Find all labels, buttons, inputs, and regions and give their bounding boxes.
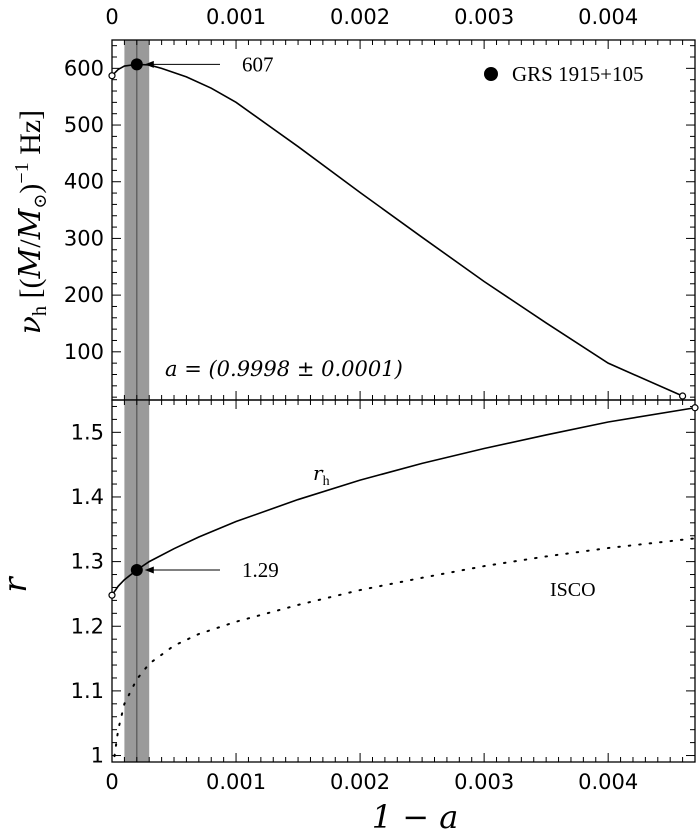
bottom-panel: 1 1.1 1.2 1.3 1.4 1.5 0 0.001 0.002 0.003 0.004 1.2…: [71, 399, 699, 794]
top-y-tick-label: 400: [64, 170, 104, 194]
bottom-y-tick-label: 1.5: [71, 420, 104, 444]
top-plot-frame: [111, 39, 696, 401]
top-highlight-point: [130, 58, 143, 71]
bottom-x-tick-label: 0: [105, 770, 118, 794]
legend-marker: [484, 67, 498, 81]
isco-curve: [113, 537, 696, 758]
rh-curve: [111, 406, 696, 596]
x-axis-label: 1 − a: [372, 798, 459, 836]
isco-curve-label: ISCO: [550, 579, 596, 601]
rh-curve-label: rh: [313, 461, 330, 489]
bottom-y-tick-label: 1.2: [71, 614, 104, 638]
bottom-highlight-label: 1.29: [242, 558, 279, 582]
top-x-tick-label: 0: [105, 5, 118, 29]
nu-h-curve: [111, 63, 683, 397]
bottom-y-tick-label: 1.1: [71, 679, 104, 703]
bottom-x-tick-label: 0.003: [454, 770, 514, 794]
bottom-y-tick-label: 1: [91, 744, 104, 768]
bottom-x-tick-label: 0.001: [206, 770, 266, 794]
spin-annotation: a = (0.9998 ± 0.0001): [165, 357, 403, 381]
bottom-endpoint-marker: [691, 404, 699, 412]
top-y-tick-label: 600: [64, 56, 104, 80]
top-endpoint-marker: [678, 392, 687, 400]
bottom-highlight-arrowhead: [144, 566, 154, 574]
top-y-axis-label: νh [(M/M⊙)−1 Hz]: [11, 110, 51, 334]
top-highlight-arrowhead: [144, 60, 154, 68]
top-x-tick-label: 0.002: [330, 5, 390, 29]
top-y-tick-label: 500: [64, 113, 104, 137]
bottom-x-tick-label: 0.004: [578, 770, 638, 794]
top-y-tick-label: 100: [64, 340, 104, 364]
bottom-plot-frame: [111, 399, 696, 763]
top-y-tick-label: 300: [64, 226, 104, 250]
bottom-highlight-point: [130, 564, 143, 577]
top-x-tick-label: 0.004: [578, 5, 638, 29]
bottom-y-tick-label: 1.4: [71, 485, 104, 509]
bottom-x-tick-label: 0.002: [330, 770, 390, 794]
top-x-tick-label: 0.003: [454, 5, 514, 29]
legend-label: GRS 1915+105: [512, 62, 643, 86]
bottom-y-axis-label: r: [0, 576, 34, 593]
top-y-tick-label: 200: [64, 283, 104, 307]
bottom-y-tick-label: 1.3: [71, 550, 104, 574]
top-x-tick-label: 0.001: [206, 5, 266, 29]
top-endpoint-marker: [108, 72, 116, 80]
bottom-endpoint-marker: [108, 591, 116, 599]
top-highlight-label: 607: [242, 52, 274, 76]
